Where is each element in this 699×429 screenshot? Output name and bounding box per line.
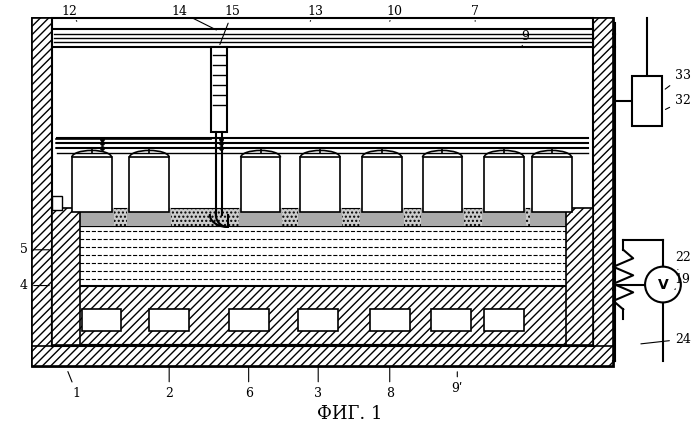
Bar	[32, 18, 52, 366]
Text: 22: 22	[675, 251, 691, 270]
Bar	[54, 208, 591, 226]
Text: 6: 6	[245, 367, 252, 400]
Bar	[482, 208, 526, 226]
Bar	[32, 346, 613, 366]
Bar	[484, 157, 524, 212]
Bar	[593, 18, 613, 366]
Bar	[530, 208, 574, 226]
Text: 15: 15	[220, 5, 240, 45]
Text: 5: 5	[20, 243, 49, 256]
Text: 14: 14	[171, 5, 217, 30]
Text: 10: 10	[387, 5, 403, 21]
Text: V: V	[658, 278, 668, 292]
Bar	[298, 309, 338, 331]
Text: 7: 7	[471, 5, 479, 21]
Bar	[52, 29, 593, 47]
Bar	[82, 309, 122, 331]
Text: 1: 1	[68, 372, 81, 400]
Text: 12: 12	[62, 5, 78, 21]
Bar	[211, 47, 226, 132]
Text: 9: 9	[521, 30, 529, 47]
Bar	[240, 157, 280, 212]
Bar	[52, 18, 593, 346]
Polygon shape	[565, 208, 593, 345]
Text: 19: 19	[675, 273, 691, 290]
Bar	[32, 18, 613, 366]
Bar	[484, 309, 524, 331]
Text: 2: 2	[165, 367, 173, 400]
Circle shape	[645, 267, 681, 302]
Bar	[72, 157, 112, 212]
Text: ФИГ. 1: ФИГ. 1	[317, 405, 383, 423]
Text: 32: 32	[665, 94, 691, 109]
Bar	[127, 208, 171, 226]
Bar	[360, 208, 403, 226]
Bar	[301, 157, 340, 212]
Bar	[70, 208, 113, 226]
Polygon shape	[52, 208, 80, 345]
Text: 24: 24	[641, 332, 691, 346]
Bar	[632, 76, 662, 126]
Bar	[532, 157, 572, 212]
Bar	[370, 309, 410, 331]
Bar	[362, 157, 402, 212]
Text: 8: 8	[386, 367, 394, 400]
Bar	[129, 157, 169, 212]
Text: 4: 4	[20, 279, 49, 292]
Bar	[298, 208, 342, 226]
Bar	[229, 309, 268, 331]
Text: 33: 33	[665, 69, 691, 89]
Bar	[150, 309, 189, 331]
Bar	[422, 157, 462, 212]
Bar	[431, 309, 471, 331]
Bar	[52, 196, 62, 210]
Bar	[52, 286, 593, 345]
Text: 3: 3	[315, 367, 322, 400]
Bar	[239, 208, 282, 226]
Bar	[421, 208, 464, 226]
Bar	[54, 226, 591, 286]
Text: 9ʹ: 9ʹ	[452, 372, 463, 396]
Text: 13: 13	[308, 5, 323, 21]
